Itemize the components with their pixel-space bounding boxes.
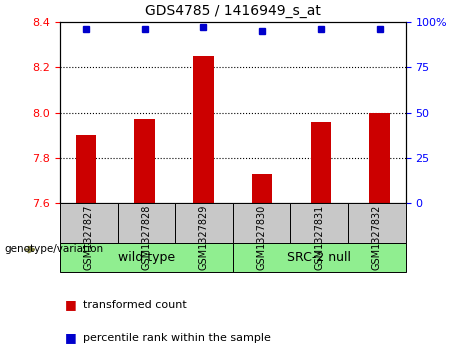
Text: GSM1327832: GSM1327832 [372, 205, 382, 270]
Text: ■: ■ [65, 298, 80, 311]
Bar [252, 174, 272, 203]
Bar [233, 203, 290, 243]
Bar [76, 135, 96, 203]
Text: GSM1327831: GSM1327831 [314, 205, 324, 270]
Text: SRC-2 null: SRC-2 null [287, 251, 351, 264]
Bar [60, 203, 118, 243]
Text: GSM1327830: GSM1327830 [257, 205, 266, 270]
Text: transformed count: transformed count [83, 300, 187, 310]
Text: GSM1327827: GSM1327827 [84, 205, 94, 270]
Bar [60, 243, 233, 272]
Bar [290, 203, 348, 243]
Bar [311, 122, 331, 203]
Text: wild type: wild type [118, 251, 175, 264]
Bar [193, 56, 214, 203]
Text: GSM1327829: GSM1327829 [199, 205, 209, 270]
Bar [175, 203, 233, 243]
Text: ■: ■ [65, 331, 80, 344]
Text: GSM1327828: GSM1327828 [142, 205, 151, 270]
Title: GDS4785 / 1416949_s_at: GDS4785 / 1416949_s_at [145, 4, 321, 18]
Text: percentile rank within the sample: percentile rank within the sample [83, 333, 271, 343]
Bar [118, 203, 175, 243]
Bar [369, 113, 390, 203]
Bar [348, 203, 406, 243]
Text: genotype/variation: genotype/variation [5, 244, 104, 254]
Bar [233, 243, 406, 272]
Bar [135, 119, 155, 203]
